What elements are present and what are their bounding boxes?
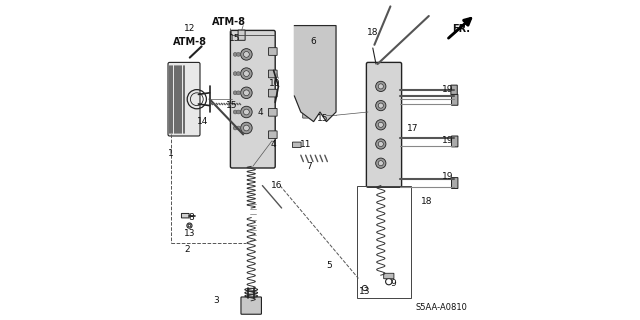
Circle shape (303, 54, 311, 61)
Circle shape (237, 72, 241, 76)
Text: 1: 1 (168, 149, 174, 158)
Circle shape (307, 86, 314, 93)
Circle shape (243, 125, 250, 131)
Circle shape (241, 122, 252, 134)
FancyBboxPatch shape (366, 62, 402, 187)
Circle shape (237, 52, 241, 56)
Circle shape (376, 81, 386, 92)
FancyBboxPatch shape (323, 84, 329, 89)
Circle shape (243, 71, 250, 76)
Text: 18: 18 (422, 197, 433, 206)
Text: 10: 10 (269, 79, 281, 88)
Text: 18: 18 (367, 28, 378, 36)
Text: 7: 7 (306, 162, 312, 171)
FancyBboxPatch shape (230, 30, 275, 168)
Text: 17: 17 (407, 124, 419, 132)
Circle shape (376, 158, 386, 168)
FancyBboxPatch shape (168, 62, 200, 136)
FancyBboxPatch shape (241, 297, 262, 314)
Text: 12: 12 (184, 24, 195, 33)
Circle shape (378, 122, 383, 127)
Circle shape (376, 100, 386, 111)
Circle shape (237, 91, 241, 95)
Circle shape (316, 67, 324, 74)
Text: 2: 2 (184, 245, 190, 254)
Text: 4: 4 (258, 108, 264, 116)
Text: 6: 6 (311, 37, 316, 46)
Circle shape (243, 109, 250, 115)
Circle shape (378, 84, 383, 89)
Text: 19: 19 (442, 85, 454, 94)
Circle shape (241, 106, 252, 118)
FancyBboxPatch shape (269, 89, 277, 97)
Circle shape (323, 76, 330, 84)
Circle shape (234, 52, 237, 56)
Bar (357, 186, 412, 298)
FancyBboxPatch shape (452, 178, 458, 188)
Text: 11: 11 (300, 140, 311, 148)
Circle shape (234, 91, 237, 95)
FancyBboxPatch shape (238, 30, 245, 40)
Polygon shape (294, 26, 336, 122)
Circle shape (237, 110, 241, 114)
Circle shape (234, 72, 237, 76)
FancyBboxPatch shape (292, 142, 301, 148)
Circle shape (241, 49, 252, 60)
Text: ATM-8: ATM-8 (173, 36, 207, 47)
Circle shape (243, 90, 250, 96)
Text: 13: 13 (184, 229, 195, 238)
FancyBboxPatch shape (451, 85, 458, 95)
FancyBboxPatch shape (303, 112, 308, 118)
Text: 15: 15 (317, 114, 329, 123)
FancyBboxPatch shape (269, 131, 277, 139)
Text: S5AA-A0810: S5AA-A0810 (415, 303, 468, 312)
Text: 19: 19 (442, 136, 454, 145)
FancyBboxPatch shape (452, 136, 458, 147)
Circle shape (237, 126, 241, 130)
Text: 9: 9 (391, 279, 396, 288)
Text: ATM-8: ATM-8 (212, 17, 246, 28)
Circle shape (378, 141, 383, 147)
Circle shape (378, 103, 383, 108)
Text: 15: 15 (227, 101, 237, 110)
Circle shape (243, 52, 250, 57)
Text: 3: 3 (213, 296, 219, 305)
FancyBboxPatch shape (269, 48, 277, 55)
Circle shape (234, 110, 237, 114)
Text: 15: 15 (230, 34, 241, 43)
Circle shape (241, 68, 252, 79)
Circle shape (376, 139, 386, 149)
Text: 19: 19 (442, 172, 454, 180)
Circle shape (316, 38, 324, 45)
Text: 13: 13 (359, 287, 371, 296)
FancyBboxPatch shape (269, 108, 277, 116)
Text: 4: 4 (271, 140, 276, 148)
Circle shape (376, 120, 386, 130)
FancyBboxPatch shape (383, 273, 394, 279)
FancyBboxPatch shape (452, 94, 458, 105)
Text: 14: 14 (197, 117, 208, 126)
Text: 8: 8 (188, 213, 194, 222)
Text: FR.: FR. (452, 24, 470, 34)
Text: 5: 5 (327, 261, 332, 270)
FancyBboxPatch shape (269, 70, 277, 78)
FancyBboxPatch shape (182, 213, 189, 218)
Circle shape (241, 87, 252, 99)
Circle shape (378, 161, 383, 166)
Circle shape (234, 126, 237, 130)
Text: 16: 16 (271, 181, 282, 190)
